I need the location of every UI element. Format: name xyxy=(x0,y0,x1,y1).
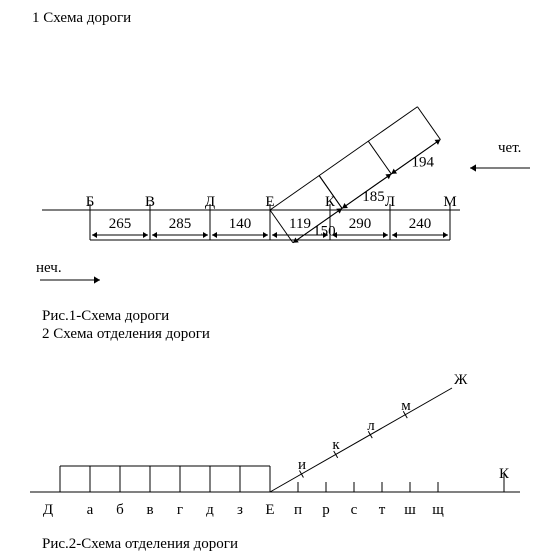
svg-text:з: з xyxy=(237,502,243,518)
svg-text:150: 150 xyxy=(313,223,336,239)
svg-text:Д: Д xyxy=(43,502,53,518)
dir-odd-label: неч. xyxy=(36,260,62,277)
svg-text:д: д xyxy=(206,502,214,518)
svg-text:290: 290 xyxy=(349,216,372,232)
svg-text:г: г xyxy=(177,502,183,518)
svg-text:п: п xyxy=(294,502,302,518)
svg-text:240: 240 xyxy=(409,216,432,232)
svg-text:а: а xyxy=(87,502,94,518)
svg-text:щ: щ xyxy=(432,502,444,518)
svg-text:119: 119 xyxy=(289,216,311,232)
section-2-title: 2 Схема отделения дороги xyxy=(42,326,210,343)
svg-text:185: 185 xyxy=(362,189,385,205)
figure-2-caption: Рис.2-Схема отделения дороги xyxy=(42,536,238,553)
svg-text:194: 194 xyxy=(411,155,434,171)
svg-text:ш: ш xyxy=(404,502,416,518)
svg-text:т: т xyxy=(379,502,386,518)
dir-even-label: чет. xyxy=(498,140,521,157)
svg-text:р: р xyxy=(322,502,330,518)
svg-text:Л: Л xyxy=(385,194,395,210)
section-1-title: 1 Схема дороги xyxy=(32,10,131,27)
svg-text:285: 285 xyxy=(169,216,192,232)
svg-text:К: К xyxy=(325,194,336,210)
svg-text:Д: Д xyxy=(205,194,215,210)
svg-text:Ж: Ж xyxy=(454,372,468,388)
diagram-stage: Б В Д Е К Л М 265 285 140 119 290 240 150 185 194 Да б в г д… xyxy=(0,0,540,560)
svg-text:б: б xyxy=(116,502,124,518)
diagram-svg: Б В Д Е К Л М 265 285 140 119 290 240 150 185 194 Да б в г д… xyxy=(0,0,540,560)
svg-text:Б: Б xyxy=(86,194,95,210)
svg-text:к: к xyxy=(332,437,340,453)
figure-1-caption: Рис.1-Схема дороги xyxy=(42,308,169,325)
svg-text:К: К xyxy=(499,466,510,482)
svg-text:265: 265 xyxy=(109,216,132,232)
svg-text:140: 140 xyxy=(229,216,252,232)
svg-text:Е: Е xyxy=(265,502,274,518)
svg-text:М: М xyxy=(443,194,456,210)
svg-text:В: В xyxy=(145,194,155,210)
svg-text:и: и xyxy=(298,457,306,473)
svg-text:с: с xyxy=(351,502,358,518)
svg-text:в: в xyxy=(146,502,153,518)
svg-text:м: м xyxy=(401,398,411,414)
